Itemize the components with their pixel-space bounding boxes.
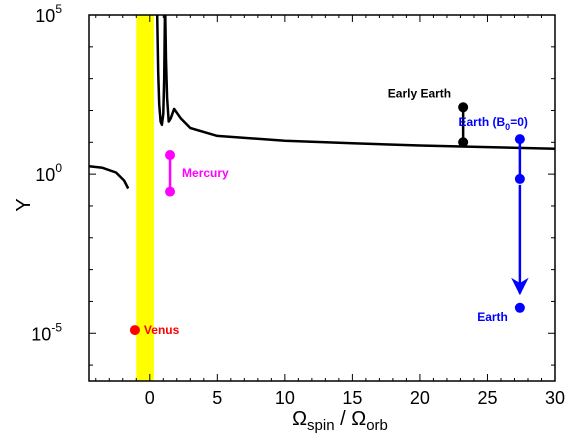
x-tick-label: 5 — [212, 388, 222, 408]
highlight-band — [136, 15, 154, 381]
annotation-point — [165, 150, 176, 161]
y-tick-base: 10 — [35, 165, 55, 185]
y-tick-exp: 5 — [55, 2, 62, 16]
plot-frame — [88, 14, 556, 382]
curve-left-segment — [89, 164, 130, 190]
x-axis-label-sub2: orb — [366, 417, 388, 434]
annotation-label: Mercury — [182, 166, 229, 180]
annotation-label-earth-b0: Earth (B0=0) — [459, 115, 528, 132]
annotation-point — [514, 134, 525, 145]
earth-b0-suffix: =0) — [510, 115, 528, 129]
x-tick-label: 15 — [342, 388, 362, 408]
curve-right-segment — [164, 15, 555, 150]
x-tick-label: 0 — [145, 388, 155, 408]
x-axis-label-mid: / Ω — [335, 408, 367, 430]
y-axis-label: Y — [13, 198, 35, 211]
y-tick-exp: -5 — [51, 320, 62, 334]
annotation-point — [514, 173, 525, 184]
y-tick-label: 100 — [35, 161, 62, 185]
curve-spike-segment — [155, 15, 167, 127]
y-tick-label: 10-5 — [31, 320, 62, 344]
x-axis-label-base: Ω — [292, 408, 307, 430]
annotation-point — [458, 137, 469, 148]
y-tick-base: 10 — [35, 6, 55, 26]
earth-b0-sub: 0 — [505, 122, 510, 132]
x-tick-label: 25 — [477, 388, 497, 408]
y-tick-label: 105 — [35, 2, 62, 26]
y-tick-exp: 0 — [55, 161, 62, 175]
x-axis-label: Ωspin / Ωorb — [292, 408, 388, 434]
annotation-point — [514, 302, 525, 313]
x-tick-label: 20 — [410, 388, 430, 408]
earth-b0-prefix: Earth (B — [459, 115, 506, 129]
y-tick-base: 10 — [31, 324, 51, 344]
annotation-point — [458, 102, 469, 113]
annotation-label: Venus — [144, 323, 180, 337]
annotation-point — [129, 325, 140, 336]
x-axis-label-sub1: spin — [307, 417, 335, 434]
annotation-label: Early Earth — [388, 86, 451, 100]
x-tick-label: 10 — [275, 388, 295, 408]
annotation-point — [165, 186, 176, 197]
annotation-label: Earth — [477, 310, 508, 324]
x-tick-label: 30 — [545, 388, 565, 408]
curve-group — [89, 15, 555, 190]
